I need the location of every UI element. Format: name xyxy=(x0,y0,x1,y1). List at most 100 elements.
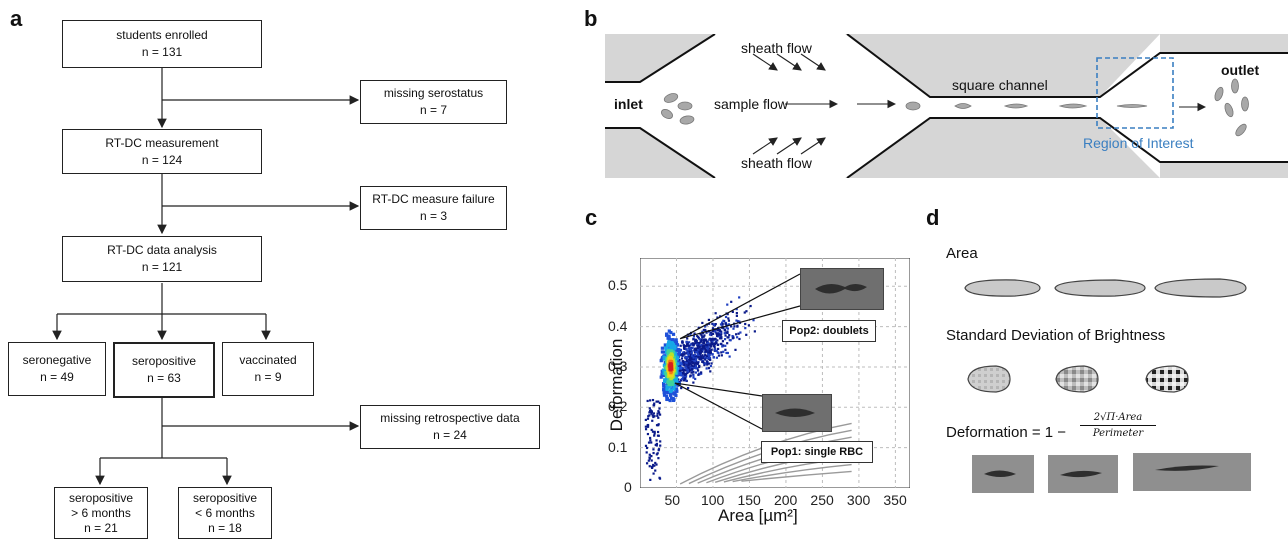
data-point xyxy=(667,340,671,344)
data-point xyxy=(678,366,683,370)
data-point xyxy=(695,349,698,352)
data-point xyxy=(697,344,700,347)
data-point xyxy=(698,338,701,341)
data-point xyxy=(689,359,692,362)
data-point xyxy=(711,353,714,356)
data-point xyxy=(662,355,666,359)
data-point xyxy=(686,342,689,345)
data-point xyxy=(695,357,698,360)
data-point xyxy=(664,390,668,394)
annotation-pop1: Pop1: single RBC xyxy=(761,441,873,463)
data-point xyxy=(659,375,663,379)
data-point xyxy=(652,412,656,415)
data-point xyxy=(690,351,693,354)
data-point xyxy=(683,375,686,378)
data-point xyxy=(710,341,713,344)
data-point xyxy=(646,399,649,403)
data-point xyxy=(702,341,706,345)
data-point xyxy=(646,417,650,420)
y-tick-label: 0.1 xyxy=(608,438,628,455)
data-point xyxy=(689,333,692,336)
callout-line xyxy=(674,382,763,397)
data-point xyxy=(724,344,727,347)
data-point xyxy=(658,407,661,410)
data-point xyxy=(669,366,673,370)
data-point xyxy=(648,465,651,468)
data-point xyxy=(671,338,675,342)
data-point xyxy=(691,361,695,365)
data-point xyxy=(675,343,680,347)
data-point xyxy=(691,355,694,358)
deformation-image-3 xyxy=(1133,453,1251,491)
data-point xyxy=(688,369,692,372)
data-point xyxy=(669,349,674,353)
data-point xyxy=(652,448,655,451)
data-point xyxy=(652,463,655,467)
data-point xyxy=(649,478,652,481)
data-point xyxy=(657,448,661,451)
data-point xyxy=(655,463,658,466)
data-point xyxy=(706,340,709,343)
data-point xyxy=(733,325,736,328)
box-title: RT-DC measurement xyxy=(105,135,219,150)
data-point xyxy=(681,372,684,375)
data-point xyxy=(708,357,711,360)
y-axis-label: Deformation xyxy=(607,338,626,432)
data-point xyxy=(662,374,666,378)
data-point xyxy=(664,333,669,337)
box-count: n = 9 xyxy=(254,370,282,384)
data-point xyxy=(707,362,710,365)
data-point xyxy=(738,296,741,299)
data-point xyxy=(738,320,741,323)
data-point xyxy=(711,338,714,341)
data-point xyxy=(677,378,680,381)
data-point xyxy=(735,314,738,317)
data-point xyxy=(707,322,711,325)
data-point xyxy=(675,356,680,360)
data-point xyxy=(705,367,708,370)
data-point xyxy=(649,436,652,440)
box-count: n = 63 xyxy=(147,371,181,385)
data-point xyxy=(716,343,720,346)
data-point xyxy=(711,329,714,333)
data-point xyxy=(726,313,729,316)
data-point xyxy=(703,338,706,341)
data-point xyxy=(682,353,685,356)
data-point xyxy=(685,348,688,351)
data-point xyxy=(717,333,720,336)
data-point xyxy=(705,355,709,358)
x-tick-label: 200 xyxy=(773,492,798,508)
data-point xyxy=(680,387,683,390)
data-point xyxy=(728,355,731,358)
data-point xyxy=(695,341,698,345)
data-point xyxy=(691,342,694,345)
data-point xyxy=(704,329,707,332)
data-point xyxy=(681,341,684,344)
data-point xyxy=(674,374,678,378)
data-point xyxy=(708,354,711,358)
data-point xyxy=(645,446,649,450)
data-point xyxy=(703,364,706,367)
data-point xyxy=(702,328,705,332)
data-point xyxy=(705,344,708,347)
box-subtitle: > 6 months xyxy=(71,505,131,520)
data-point xyxy=(682,369,685,373)
data-point xyxy=(680,353,683,357)
data-point xyxy=(717,347,720,351)
data-point xyxy=(675,389,679,393)
data-point xyxy=(681,340,684,343)
data-point xyxy=(702,344,705,347)
data-point xyxy=(681,360,685,363)
data-point xyxy=(698,345,701,348)
formula-denominator: Perimeter xyxy=(1092,428,1144,439)
feature-std-title: Standard Deviation of Brightness xyxy=(946,327,1166,344)
data-point xyxy=(649,409,652,412)
x-tick-label: 250 xyxy=(810,492,834,508)
x-axis-label: Area [µm²] xyxy=(718,506,798,525)
data-point xyxy=(700,371,703,374)
data-point xyxy=(735,311,738,315)
data-point xyxy=(705,360,709,363)
data-point xyxy=(681,368,684,371)
data-point xyxy=(669,371,673,375)
data-point xyxy=(653,434,656,437)
